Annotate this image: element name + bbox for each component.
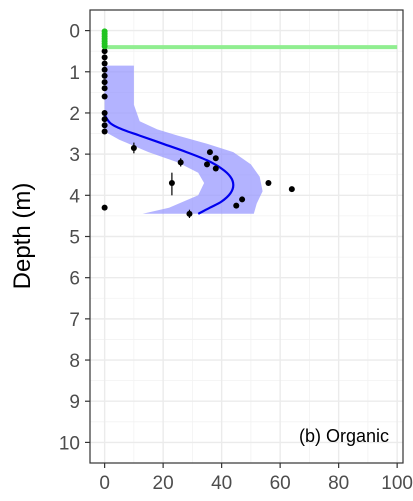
green-data-point — [101, 43, 108, 50]
data-point — [288, 186, 295, 193]
data-point — [265, 179, 272, 186]
y-tick-label: 7 — [69, 310, 80, 331]
confidence-band-layer — [104, 65, 263, 214]
data-point — [177, 159, 184, 166]
y-axis-ticks: 0 1 2 3 4 5 6 7 8 9 10 — [59, 22, 90, 454]
data-point — [168, 179, 175, 186]
data-point — [101, 54, 108, 61]
smooth-fit-layer — [103, 114, 235, 215]
y-tick-label: 5 — [69, 228, 80, 249]
y-tick-label: 10 — [59, 433, 80, 454]
minor-gridlines — [90, 10, 403, 463]
panel-annotation: (b) Organic — [299, 426, 389, 446]
data-point — [101, 116, 108, 123]
x-tick-label: 60 — [270, 473, 291, 494]
data-point — [101, 128, 108, 135]
data-point — [101, 79, 108, 86]
y-tick-label: 2 — [69, 104, 80, 125]
x-tick-label: 80 — [328, 473, 349, 494]
data-point — [186, 210, 193, 217]
data-point — [212, 155, 219, 162]
data-point — [101, 204, 108, 211]
x-tick-label: 100 — [381, 473, 413, 494]
data-point — [101, 85, 108, 92]
data-point — [101, 122, 108, 129]
x-axis-ticks: 0 20 40 60 80 100 — [99, 463, 413, 494]
data-point — [204, 161, 211, 168]
data-point — [206, 149, 213, 156]
point-layer — [101, 28, 295, 217]
data-point — [101, 60, 108, 67]
data-point — [233, 202, 240, 209]
x-tick-label: 40 — [211, 473, 232, 494]
data-point — [212, 165, 219, 172]
x-tick-label: 0 — [99, 473, 110, 494]
data-point — [101, 93, 108, 100]
y-tick-label: 6 — [69, 269, 80, 290]
x-tick-label: 20 — [153, 473, 174, 494]
smooth-fit-line — [103, 114, 235, 215]
confidence-band — [104, 65, 263, 214]
y-tick-label: 0 — [69, 22, 80, 43]
data-point — [101, 109, 108, 116]
y-tick-label: 8 — [69, 351, 80, 372]
y-tick-label: 3 — [69, 145, 80, 166]
data-point — [101, 48, 108, 55]
data-point — [239, 196, 246, 203]
data-point — [130, 144, 137, 151]
data-point — [101, 72, 108, 79]
y-tick-label: 4 — [69, 186, 80, 207]
data-point — [101, 66, 108, 73]
y-axis-title: Depth (m) — [9, 183, 36, 290]
major-gridlines — [90, 10, 403, 463]
y-tick-label: 1 — [69, 63, 80, 84]
y-tick-label: 9 — [69, 392, 80, 413]
